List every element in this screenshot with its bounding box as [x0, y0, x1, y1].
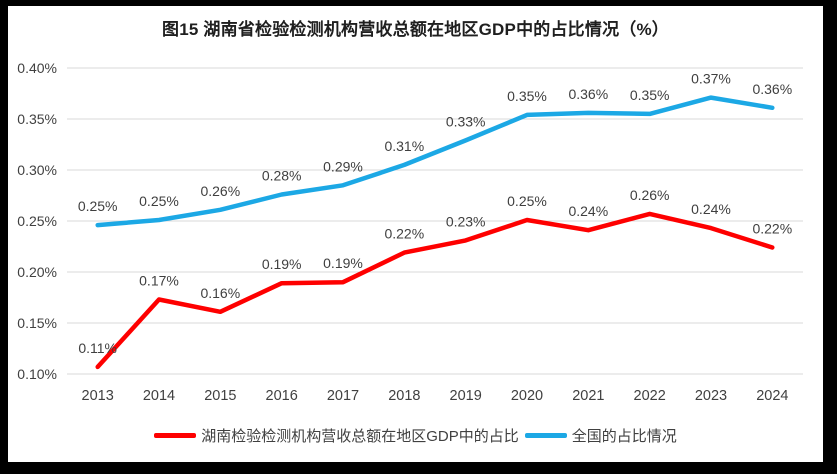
national-series-line [95, 95, 775, 228]
y-tick-label: 0.15% [17, 315, 57, 331]
x-tick-label: 2023 [695, 388, 727, 404]
legend-item-national: 全国的占比情况 [524, 425, 677, 446]
y-tick-label: 0.10% [17, 366, 57, 382]
y-tick-label: 0.40% [17, 60, 57, 76]
data-label: 0.24% [568, 203, 608, 219]
data-label: 0.26% [630, 187, 670, 203]
data-label: 0.25% [139, 193, 179, 209]
data-label: 0.25% [78, 198, 118, 214]
data-label: 0.37% [691, 71, 731, 87]
x-tick-label: 2015 [204, 388, 236, 404]
national-series-label: 全国的占比情况 [571, 428, 677, 445]
data-label: 0.31% [384, 138, 424, 154]
chart-area: 图15 湖南省检验检测机构营收总额在地区GDP中的占比情况（%） 0.10% 0.… [8, 6, 823, 462]
x-tick-label: 2017 [327, 388, 359, 404]
data-label: 0.35% [630, 87, 670, 103]
data-label: 0.36% [752, 81, 792, 97]
national-series-swatch [524, 433, 567, 438]
x-tick-label: 2013 [82, 388, 114, 404]
hunan-series-swatch [154, 433, 197, 438]
x-tick-label: 2020 [511, 388, 543, 404]
y-tick-label: 0.20% [17, 264, 57, 280]
line-chart: 0.10% 0.15% 0.20% 0.25% 0.30% 0.35% 0.40% 2013 2… [17, 60, 803, 404]
x-tick-label: 2014 [143, 388, 175, 404]
data-label: 0.33% [446, 113, 486, 129]
x-tick-label: 2024 [756, 388, 788, 404]
data-label: 0.19% [323, 255, 363, 271]
data-label: 0.24% [691, 201, 731, 217]
x-tick-label: 2016 [266, 388, 298, 404]
data-label: 0.11% [78, 340, 117, 356]
data-label: 0.17% [139, 273, 179, 289]
data-label: 0.28% [262, 167, 302, 183]
data-label: 0.19% [262, 256, 302, 272]
chart-title: 图15 湖南省检验检测机构营收总额在地区GDP中的占比情况（%） [162, 20, 669, 39]
data-label: 0.29% [323, 158, 363, 174]
legend-item-hunan: 湖南检验检测机构营收总额在地区GDP中的占比 [154, 425, 519, 446]
data-label: 0.23% [446, 213, 486, 229]
data-label: 0.25% [507, 193, 547, 209]
x-tick-label: 2018 [388, 388, 420, 404]
x-tick-label: 2019 [450, 388, 482, 404]
hunan-series-line [95, 211, 775, 370]
data-label: 0.16% [200, 285, 240, 301]
data-label: 0.26% [200, 183, 240, 199]
data-label: 0.35% [507, 88, 547, 104]
data-label: 0.22% [752, 221, 792, 237]
x-tick-label: 2021 [572, 388, 604, 404]
y-tick-label: 0.35% [17, 111, 57, 127]
x-tick-label: 2022 [634, 388, 666, 404]
data-label: 0.36% [568, 86, 608, 102]
hunan-series-label: 湖南检验检测机构营收总额在地区GDP中的占比 [201, 428, 519, 445]
y-tick-label: 0.25% [17, 213, 57, 229]
y-tick-label: 0.30% [17, 162, 57, 178]
legend: 湖南检验检测机构营收总额在地区GDP中的占比 全国的占比情况 [8, 425, 823, 446]
data-label: 0.22% [384, 226, 424, 242]
